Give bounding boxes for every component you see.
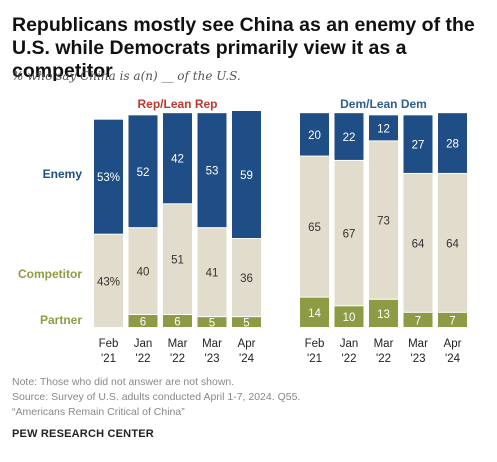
bar-segment-enemy xyxy=(232,111,261,239)
bar-segment-enemy xyxy=(128,115,158,228)
stacked-bar-chart: Rep/Lean Rep43%53%Feb'2164052Jan'2265142… xyxy=(18,97,467,365)
bar-segment-enemy xyxy=(94,119,123,234)
data-label-enemy: 42 xyxy=(171,154,184,166)
tick-label: Mar xyxy=(168,338,188,350)
tick-label: '24 xyxy=(239,353,255,365)
bar-segment-competitor xyxy=(403,173,433,312)
data-label-enemy: 53% xyxy=(97,172,120,184)
data-label-partner: 6 xyxy=(140,316,146,328)
bar-segment-competitor xyxy=(369,141,398,299)
bar-segment-enemy xyxy=(334,113,364,160)
chart-notes: Note: Those who did not answer are not s… xyxy=(12,375,300,420)
data-label-partner: 13 xyxy=(377,309,390,321)
data-label-partner: 7 xyxy=(415,315,421,327)
data-label-competitor: 64 xyxy=(412,238,425,250)
data-label-competitor: 65 xyxy=(308,222,321,234)
chart-title: Republicans mostly see China as an enemy… xyxy=(12,14,475,82)
tick-label: '22 xyxy=(170,353,185,365)
legend-label-enemy: Enemy xyxy=(43,167,83,181)
bar-segment-competitor xyxy=(197,228,227,317)
tick-label: Apr xyxy=(444,338,462,350)
bar-segment-enemy xyxy=(163,113,192,204)
bar-segment-competitor xyxy=(300,156,329,297)
bar-segment-enemy xyxy=(197,113,227,228)
chart-subtitle: % who say China is a(n) __ of the U.S. xyxy=(12,69,241,83)
bar-segment-enemy xyxy=(403,115,433,173)
data-label-enemy: 22 xyxy=(343,132,356,144)
data-label-enemy: 53 xyxy=(206,166,219,178)
tick-label: '23 xyxy=(411,353,426,365)
bar-segment-competitor xyxy=(232,239,261,317)
tick-label: '23 xyxy=(205,353,220,365)
tick-label: '21 xyxy=(101,353,116,365)
bar-segment-partner xyxy=(438,312,467,327)
data-label-competitor: 73 xyxy=(377,216,390,228)
bar-segment-partner xyxy=(334,306,364,327)
bar-segment-partner xyxy=(369,299,398,327)
tick-label: Mar xyxy=(408,338,428,350)
tick-label: '21 xyxy=(307,353,322,365)
data-label-competitor: 36 xyxy=(240,273,253,285)
bar-segment-partner xyxy=(300,297,329,327)
bar-segment-partner xyxy=(403,312,433,327)
bar-segment-competitor xyxy=(163,204,192,314)
tick-label: Feb xyxy=(99,338,119,350)
bar-segment-enemy xyxy=(369,115,398,141)
data-label-competitor: 43% xyxy=(97,276,120,288)
data-label-enemy: 20 xyxy=(308,130,321,142)
bar-segment-competitor xyxy=(438,173,467,312)
legend-label-partner: Partner xyxy=(40,313,82,327)
bar-segment-partner xyxy=(128,314,158,327)
bar-segment-competitor xyxy=(334,160,364,306)
tick-label: Apr xyxy=(238,338,256,350)
data-label-competitor: 64 xyxy=(446,238,459,250)
bar-segment-enemy xyxy=(300,113,329,156)
bar-segment-partner xyxy=(163,314,192,327)
bar-segment-enemy xyxy=(438,113,467,173)
data-label-enemy: 27 xyxy=(412,140,425,152)
tick-label: Mar xyxy=(202,338,222,350)
data-label-enemy: 28 xyxy=(446,139,459,151)
data-label-competitor: 67 xyxy=(343,229,356,241)
bar-segment-competitor xyxy=(94,234,123,327)
note-text: Note: Those who did not answer are not s… xyxy=(12,376,235,388)
bar-segment-competitor xyxy=(128,228,158,314)
data-label-enemy: 12 xyxy=(377,123,390,135)
tick-label: '22 xyxy=(136,353,151,365)
tick-label: Jan xyxy=(340,338,359,350)
tick-label: '22 xyxy=(342,353,357,365)
tick-label: Mar xyxy=(374,338,394,350)
data-label-partner: 5 xyxy=(209,318,215,330)
data-label-partner: 5 xyxy=(243,318,249,330)
data-label-enemy: 52 xyxy=(137,167,150,179)
data-label-competitor: 40 xyxy=(137,267,150,279)
bar-segment-partner xyxy=(197,317,227,327)
data-label-partner: 14 xyxy=(308,308,321,320)
group-label: Rep/Lean Rep xyxy=(137,97,217,111)
source-text: Source: Survey of U.S. adults conducted … xyxy=(12,391,301,403)
data-label-competitor: 41 xyxy=(206,268,219,280)
bar-segment-partner xyxy=(232,317,261,327)
group-label: Dem/Lean Dem xyxy=(340,97,427,111)
legend-label-competitor: Competitor xyxy=(18,267,82,281)
data-label-competitor: 51 xyxy=(171,255,184,267)
tick-label: '24 xyxy=(445,353,461,365)
data-label-partner: 7 xyxy=(449,315,455,327)
data-label-partner: 10 xyxy=(343,312,356,324)
data-label-enemy: 59 xyxy=(240,170,253,182)
tick-label: '22 xyxy=(376,353,391,365)
brand-logo-text: PEW RESEARCH CENTER xyxy=(12,428,154,440)
tick-label: Feb xyxy=(305,338,325,350)
tick-label: Jan xyxy=(134,338,153,350)
report-title-text: “Americans Remain Critical of China” xyxy=(12,406,185,418)
data-label-partner: 6 xyxy=(174,316,180,328)
